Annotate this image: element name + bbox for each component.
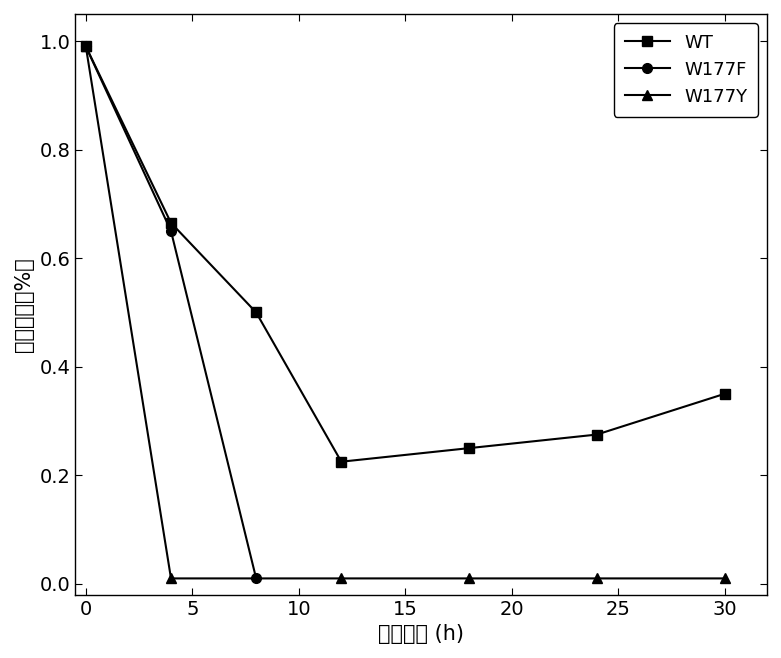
WT bbox=[337, 458, 346, 466]
WT bbox=[81, 43, 91, 51]
W177F bbox=[166, 227, 176, 235]
W177Y bbox=[465, 574, 474, 582]
WT bbox=[592, 430, 601, 438]
Line: WT: WT bbox=[81, 41, 729, 467]
WT bbox=[720, 390, 729, 398]
W177F bbox=[251, 574, 261, 582]
W177Y bbox=[166, 574, 176, 582]
W177Y bbox=[720, 574, 729, 582]
X-axis label: 反应时间 (h): 反应时间 (h) bbox=[378, 624, 464, 644]
W177F bbox=[81, 43, 91, 51]
WT bbox=[166, 219, 176, 227]
Legend: WT, W177F, W177Y: WT, W177F, W177Y bbox=[614, 23, 758, 116]
WT bbox=[465, 444, 474, 452]
Line: W177F: W177F bbox=[81, 41, 261, 583]
W177Y bbox=[337, 574, 346, 582]
WT bbox=[251, 309, 261, 316]
W177Y bbox=[592, 574, 601, 582]
Y-axis label: 四糖含量（%）: 四糖含量（%） bbox=[14, 257, 34, 351]
W177Y bbox=[81, 43, 91, 51]
Line: W177Y: W177Y bbox=[81, 41, 729, 583]
